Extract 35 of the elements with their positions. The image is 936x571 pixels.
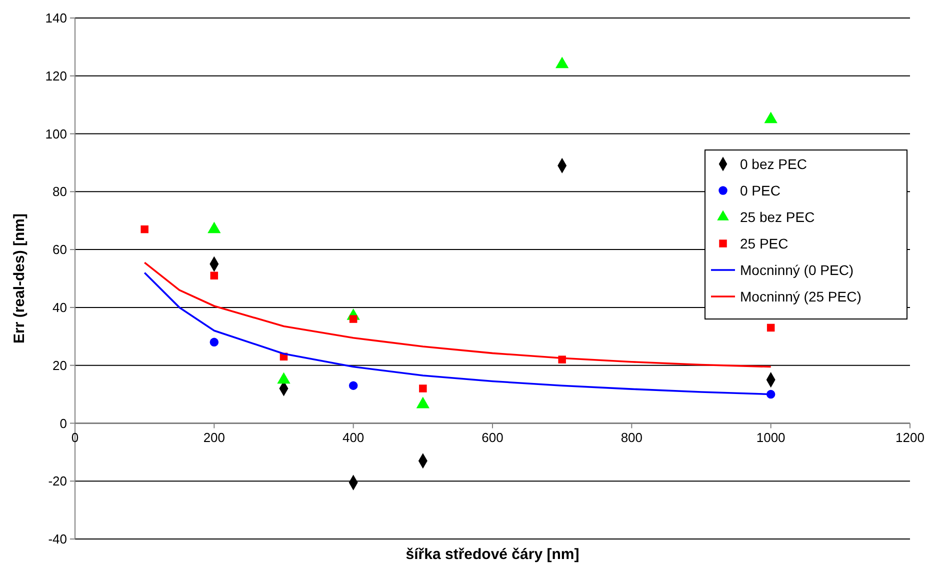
y-tick-label: 140 (45, 10, 67, 26)
y-tick-label: 20 (52, 358, 67, 373)
y-tick-label: -20 (48, 474, 67, 489)
x-tick-label: 1000 (756, 430, 786, 446)
point (556, 56, 569, 68)
legend-label: 25 PEC (740, 235, 788, 252)
legend-label: Mocninný (0 PEC) (740, 262, 854, 278)
point (348, 381, 358, 390)
y-tick-label: 80 (52, 184, 67, 200)
x-tick-label: 600 (482, 430, 504, 446)
point (140, 225, 148, 234)
y-tick-label: -40 (48, 532, 67, 547)
point (419, 384, 427, 392)
legend-label: 0 bez PEC (740, 156, 807, 172)
y-tick-label: 60 (52, 242, 67, 258)
y-axis-title: Err (real-des) [nm] (11, 213, 28, 344)
y-tick-label: 100 (45, 126, 67, 142)
legend-label: 25 bez PEC (740, 208, 815, 225)
x-tick-label: 400 (342, 430, 364, 446)
legend-label: 0 PEC (740, 182, 780, 198)
point (210, 272, 218, 280)
point (210, 338, 219, 347)
y-tick-label: 0 (60, 416, 67, 431)
point (208, 222, 221, 234)
x-tick-label: 1200 (896, 430, 924, 446)
y-tick-label: 120 (45, 68, 67, 84)
x-tick-label: 800 (620, 430, 643, 446)
y-tick-label: 40 (52, 300, 67, 315)
point (349, 315, 358, 323)
x-tick-label: 0 (71, 430, 79, 446)
legend-label: Mocninný (25 PEC) (740, 288, 862, 304)
point (766, 324, 775, 332)
point (764, 112, 778, 124)
x-tick-label: 200 (203, 430, 226, 446)
x-axis-title: šířka středové čáry [nm] (406, 546, 580, 563)
